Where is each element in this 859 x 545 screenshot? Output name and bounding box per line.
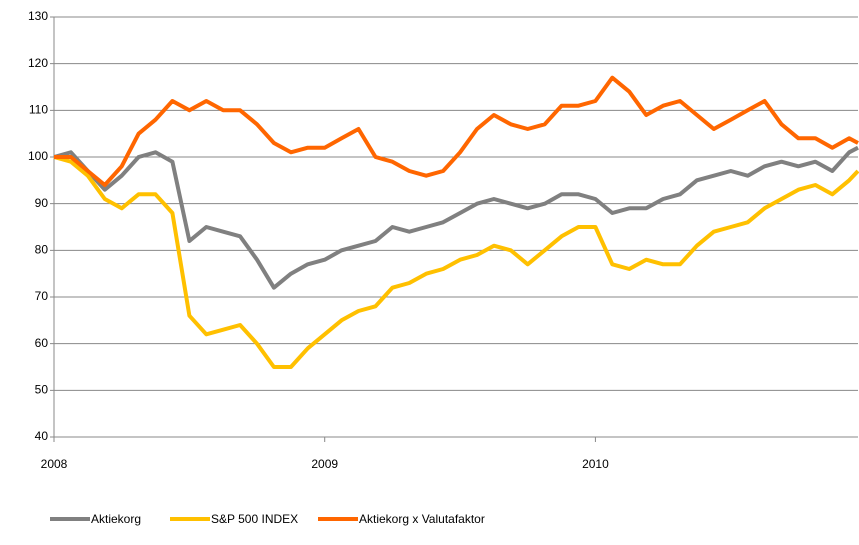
- legend-label: Aktiekorg: [91, 512, 141, 526]
- y-tick-label: 90: [35, 196, 49, 210]
- y-tick-label: 60: [35, 336, 49, 350]
- legend-label: Aktiekorg x Valutafaktor: [359, 512, 485, 526]
- x-tick-label: 2008: [41, 457, 68, 471]
- y-tick-label: 130: [28, 9, 48, 23]
- y-tick-label: 50: [35, 383, 49, 397]
- y-tick-label: 40: [35, 429, 49, 443]
- y-tick-label: 120: [28, 56, 48, 70]
- y-tick-label: 110: [29, 103, 48, 117]
- legend-label: S&P 500 INDEX: [211, 512, 298, 526]
- y-tick-label: 70: [35, 289, 49, 303]
- y-tick-label: 80: [35, 243, 49, 257]
- series-line: [53, 145, 859, 290]
- x-tick-label: 2010: [582, 457, 609, 471]
- x-tick-label: 2009: [311, 457, 338, 471]
- series-line: [53, 155, 859, 369]
- series-line: [54, 75, 859, 187]
- y-tick-label: 100: [28, 149, 48, 163]
